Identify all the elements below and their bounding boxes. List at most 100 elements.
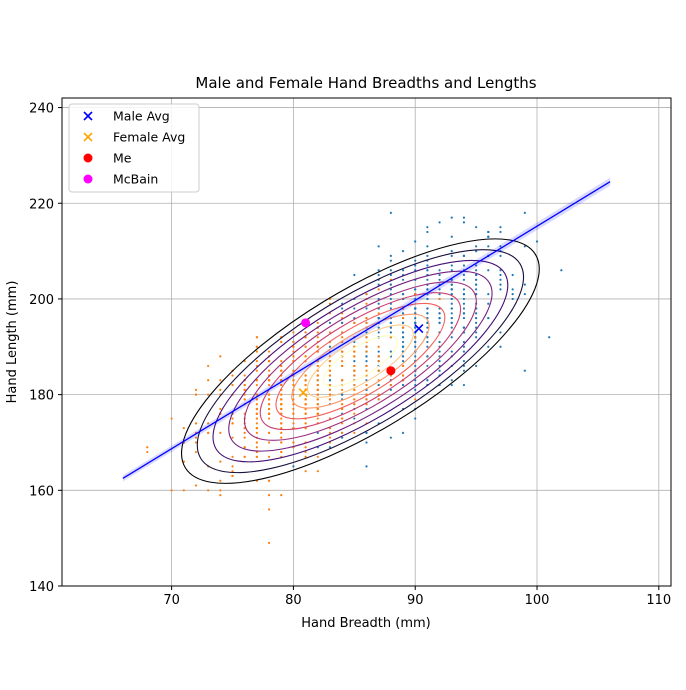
male-point — [438, 355, 441, 358]
male-point — [523, 245, 526, 248]
male-point — [475, 269, 478, 272]
female-point — [341, 379, 344, 382]
density-contour-level — [196, 249, 525, 474]
regression-line — [122, 181, 611, 479]
female-point — [401, 364, 405, 368]
female-point — [194, 422, 198, 425]
female-point — [231, 436, 234, 439]
male-point — [475, 336, 478, 339]
male-point — [377, 316, 380, 320]
male-point — [426, 269, 429, 272]
male-point — [462, 254, 466, 257]
female-point — [389, 383, 392, 387]
male-point — [401, 269, 405, 272]
female-point — [231, 417, 234, 420]
y-tick-label: 200 — [29, 293, 54, 308]
male-point — [365, 465, 368, 468]
male-point — [438, 316, 441, 320]
female-avg-marker-stroke — [298, 388, 308, 398]
female-point — [243, 431, 246, 435]
density-contour-level — [259, 292, 462, 431]
female-point — [316, 374, 319, 377]
male-point — [475, 278, 478, 281]
x-tick-label: 80 — [285, 593, 302, 608]
male-point — [487, 235, 490, 238]
male-point — [499, 269, 502, 272]
male-point — [365, 307, 368, 310]
female-point — [219, 489, 222, 492]
female-point — [328, 436, 332, 439]
male-point — [475, 316, 478, 320]
male-point — [462, 340, 466, 344]
male-point — [487, 245, 490, 248]
female-point — [231, 422, 234, 425]
female-point — [170, 489, 173, 492]
female-point — [304, 470, 307, 473]
female-point — [255, 412, 258, 415]
male-point — [401, 331, 405, 334]
x-tick-label: 110 — [646, 593, 671, 608]
male-point — [389, 273, 392, 277]
female-point — [328, 374, 332, 377]
male-point — [523, 283, 526, 286]
male-point — [389, 388, 392, 391]
female-point — [365, 383, 368, 387]
female-point — [255, 455, 258, 458]
female-point — [207, 422, 210, 425]
female-point — [353, 364, 356, 368]
male-point — [511, 293, 514, 296]
female-point — [243, 383, 246, 387]
female-point — [365, 336, 368, 339]
male-point — [438, 269, 441, 272]
female-point — [377, 288, 380, 291]
female-point — [377, 360, 380, 363]
female-point — [255, 441, 258, 444]
male-point — [414, 259, 417, 262]
female-point — [341, 403, 344, 406]
female-point — [280, 403, 283, 406]
male-point — [389, 211, 392, 214]
male-point — [475, 273, 478, 277]
female-point — [316, 393, 319, 396]
female-point — [304, 355, 307, 358]
female-point — [316, 379, 319, 382]
female-point — [316, 470, 319, 473]
female-point — [280, 364, 283, 368]
female-point — [267, 369, 271, 372]
female-point — [255, 446, 258, 449]
male-point — [475, 288, 478, 291]
male-point — [377, 350, 380, 353]
y-tick-label: 140 — [29, 580, 54, 595]
male-point — [414, 383, 417, 387]
male-point — [438, 369, 441, 372]
male-point — [462, 264, 466, 267]
female-point — [353, 383, 356, 387]
female-point — [316, 336, 319, 339]
female-point — [243, 360, 246, 363]
female-point — [280, 369, 283, 372]
female-point — [267, 441, 271, 444]
male-point — [438, 278, 441, 281]
male-point — [475, 264, 478, 267]
female-point — [353, 403, 356, 406]
female-point — [231, 383, 234, 387]
chart-title: Male and Female Hand Breadths and Length… — [195, 74, 536, 92]
male-point — [450, 235, 453, 238]
male-point — [401, 336, 405, 339]
male-point — [438, 221, 441, 224]
female-point — [267, 403, 271, 406]
female-point — [353, 398, 356, 401]
female-point — [243, 398, 246, 401]
female-point — [267, 479, 271, 482]
legend-box — [68, 103, 200, 193]
female-point — [328, 331, 332, 334]
female-point — [316, 364, 319, 368]
female-point — [267, 393, 271, 396]
male-point — [426, 364, 429, 368]
male-point — [389, 269, 392, 272]
female-point — [231, 474, 234, 478]
female-point — [328, 431, 332, 435]
male-point — [475, 321, 478, 324]
female-point — [328, 369, 332, 372]
female-point — [292, 441, 295, 444]
